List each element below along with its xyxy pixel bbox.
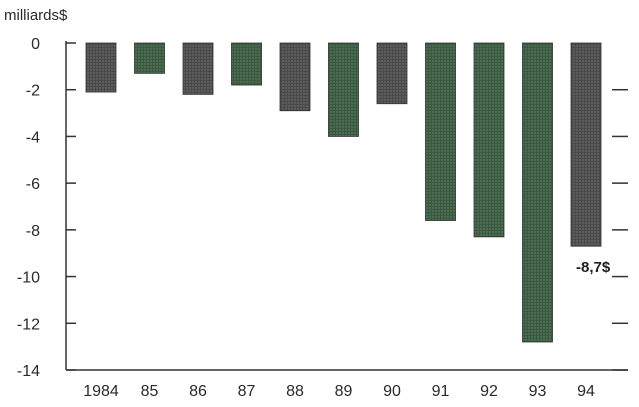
x-tick-label: 92 bbox=[480, 383, 498, 400]
y-tick-label: -4 bbox=[26, 129, 40, 146]
y-tick-label: -6 bbox=[26, 176, 40, 193]
x-tick-label: 87 bbox=[238, 383, 256, 400]
labels-layer: 1984 85 86 87 88 89 90 91 92 93 94 -8,7$ bbox=[83, 259, 611, 400]
y-tick-label: -8 bbox=[26, 223, 40, 240]
x-tick-label: 1984 bbox=[83, 383, 119, 400]
bar-89 bbox=[328, 42, 359, 137]
y-tick-label: -14 bbox=[17, 363, 40, 380]
data-label-94: -8,7$ bbox=[576, 259, 611, 276]
bar-87 bbox=[231, 42, 262, 86]
bar-94 bbox=[570, 42, 602, 247]
x-tick-label: 85 bbox=[141, 383, 159, 400]
y-tick-label: -10 bbox=[17, 270, 40, 287]
axis-layer: milliards$ 0 -2 -4 -6 -8 -10 -12 -14 bbox=[4, 7, 628, 380]
x-tick-label: 91 bbox=[432, 383, 450, 400]
bars-layer bbox=[85, 42, 602, 343]
x-tick-label: 88 bbox=[286, 383, 304, 400]
y-tick-label: -2 bbox=[26, 83, 40, 100]
x-tick-label: 94 bbox=[577, 383, 595, 400]
y-tick-label: 0 bbox=[31, 36, 40, 53]
x-tick-label: 93 bbox=[529, 383, 547, 400]
bar-86 bbox=[182, 42, 214, 95]
y-tick-label: -12 bbox=[17, 316, 40, 333]
x-tick-label: 89 bbox=[335, 383, 353, 400]
bar-1984 bbox=[85, 42, 117, 93]
bar-90 bbox=[376, 42, 408, 105]
y-axis-unit-label: milliards$ bbox=[4, 7, 68, 24]
bar-88 bbox=[279, 42, 311, 112]
bar-85 bbox=[134, 42, 165, 74]
bar-93 bbox=[522, 42, 553, 343]
x-tick-label: 86 bbox=[189, 383, 207, 400]
bar-92 bbox=[473, 42, 505, 238]
x-tick-label: 90 bbox=[383, 383, 401, 400]
bar-91 bbox=[425, 42, 456, 221]
